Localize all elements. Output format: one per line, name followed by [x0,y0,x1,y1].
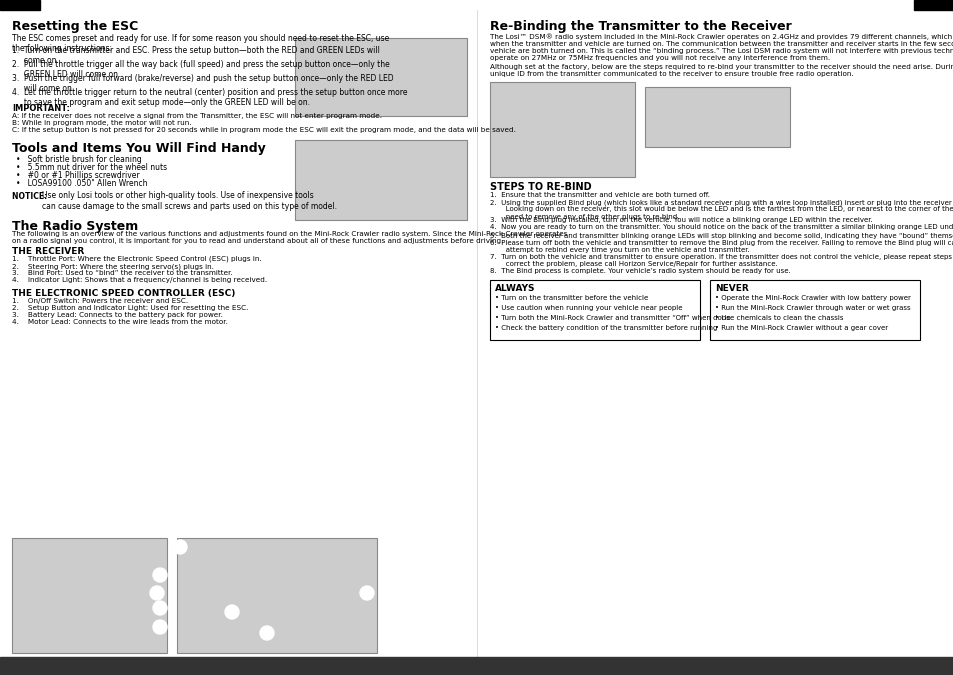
Text: •   Soft bristle brush for cleaning: • Soft bristle brush for cleaning [16,155,142,164]
Text: IMPORTANT:: IMPORTANT: [12,104,70,113]
Text: •   #0 or #1 Phillips screwdriver: • #0 or #1 Phillips screwdriver [16,171,139,180]
Text: THE ELECTRONIC SPEED CONTROLLER (ESC): THE ELECTRONIC SPEED CONTROLLER (ESC) [12,289,235,298]
Text: 3: 3 [177,543,182,552]
Text: EN: EN [926,2,940,11]
Text: THE RECEIVER: THE RECEIVER [12,247,84,256]
Text: The ESC comes preset and ready for use. If for some reason you should need to re: The ESC comes preset and ready for use. … [12,34,389,53]
Circle shape [150,586,164,600]
Text: • Operate the Mini-Rock Crawler with low battery power: • Operate the Mini-Rock Crawler with low… [714,295,910,301]
Text: 2.  Pull the throttle trigger all the way back (full speed) and press the setup : 2. Pull the throttle trigger all the way… [12,60,390,80]
Text: • Use caution when running your vehicle near people: • Use caution when running your vehicle … [495,305,681,311]
Text: The Losi™ DSM® radio system included in the Mini-Rock Crawler operates on 2.4GHz: The Losi™ DSM® radio system included in … [490,33,953,61]
Text: EN: EN [13,2,27,11]
Circle shape [152,620,167,634]
Text: NOTICE:: NOTICE: [12,192,50,201]
Text: 4.    Motor Lead: Connects to the wire leads from the motor.: 4. Motor Lead: Connects to the wire lead… [12,319,228,325]
Bar [0,657,953,675]
Bar [12,538,167,653]
Text: Resetting the ESC: Resetting the ESC [12,20,138,33]
Text: 2.    Setup Button and Indicator Light: Used for resetting the ESC.: 2. Setup Button and Indicator Light: Use… [12,305,248,311]
Bar [294,140,467,220]
Text: LOSI MINI-ROCK CRAWLER • INSTRUCTION MANUAL: LOSI MINI-ROCK CRAWLER • INSTRUCTION MAN… [593,661,834,670]
Text: 4: 4 [229,608,234,617]
Text: STEPS TO RE-BIND: STEPS TO RE-BIND [490,182,591,192]
Text: 4.    Indicator Light: Shows that a frequency/channel is being received.: 4. Indicator Light: Shows that a frequen… [12,277,267,283]
Text: Re-Binding the Transmitter to the Receiver: Re-Binding the Transmitter to the Receiv… [490,20,791,33]
Text: 6.  Please turn off both the vehicle and transmitter to remove the Bind plug fro: 6. Please turn off both the vehicle and … [490,240,953,253]
Text: A: If the receiver does not receive a signal from the Transmitter, the ESC will : A: If the receiver does not receive a si… [12,113,381,119]
Text: 2.    Steering Port: Where the steering servo(s) plugs in.: 2. Steering Port: Where the steering ser… [12,263,213,269]
Circle shape [172,540,187,554]
Circle shape [225,605,239,619]
Text: Tools and Items You Will Find Handy: Tools and Items You Will Find Handy [12,142,266,155]
Text: Use only Losi tools or other high-quality tools. Use of inexpensive tools
can ca: Use only Losi tools or other high-qualit… [42,192,336,211]
Text: 4.  Now you are ready to turn on the transmitter. You should notice on the back : 4. Now you are ready to turn on the tran… [490,224,953,230]
Circle shape [152,601,167,615]
Text: 3.    Battery Lead: Connects to the battery pack for power.: 3. Battery Lead: Connects to the battery… [12,312,223,318]
Bar [490,280,700,340]
Text: • Run the Mini-Rock Crawler without a gear cover: • Run the Mini-Rock Crawler without a ge… [714,325,887,331]
Text: ALWAYS: ALWAYS [495,284,535,293]
Text: 1: 1 [364,589,369,598]
Text: 3.  Push the trigger full forward (brake/reverse) and push the setup button once: 3. Push the trigger full forward (brake/… [12,74,394,93]
Text: 3.  With the Bind plug installed, turn on the vehicle. You will notice a blinkin: 3. With the Bind plug installed, turn on… [490,217,872,223]
Text: 2: 2 [264,629,270,638]
Text: 6: 6 [10,661,16,670]
Text: • Turn both the Mini-Rock Crawler and transmitter “Off” when done: • Turn both the Mini-Rock Crawler and tr… [495,315,730,321]
Bar [913,0,953,10]
Text: 5.  Both the receiver and transmitter blinking orange LEDs will stop blinking an: 5. Both the receiver and transmitter bli… [490,233,953,239]
Bar [0,0,40,10]
Bar [644,87,789,147]
Text: 4: 4 [157,571,162,580]
Text: 1.  Turn on the transmitter and ESC. Press the setup button—both the RED and GRE: 1. Turn on the transmitter and ESC. Pres… [12,46,379,65]
Text: 1: 1 [154,589,159,598]
Circle shape [359,586,374,600]
Text: The following is an overview of the various functions and adjustments found on t: The following is an overview of the vari… [12,231,567,244]
Circle shape [260,626,274,640]
Bar [709,280,919,340]
Text: 1.    On/Off Switch: Powers the receiver and ESC.: 1. On/Off Switch: Powers the receiver an… [12,298,188,304]
Bar [490,82,635,177]
Text: 7.  Turn on both the vehicle and transmitter to ensure operation. If the transmi: 7. Turn on both the vehicle and transmit… [490,254,953,267]
Text: Although set at the factory, below are the steps required to re-bind your transm: Although set at the factory, below are t… [490,64,953,77]
Text: LOSI MINI-ROCK CRAWLER • INSTRUCTION MANUAL: LOSI MINI-ROCK CRAWLER • INSTRUCTION MAN… [116,661,357,670]
Text: •   LOSA99100 .050" Allen Wrench: • LOSA99100 .050" Allen Wrench [16,179,148,188]
Text: • Use chemicals to clean the chassis: • Use chemicals to clean the chassis [714,315,842,321]
Bar [294,38,467,116]
Text: 8.  The Bind process is complete. Your vehicle’s radio system should be ready fo: 8. The Bind process is complete. Your ve… [490,268,790,274]
Text: 1.  Ensure that the transmitter and vehicle are both turned off.: 1. Ensure that the transmitter and vehic… [490,192,709,198]
Text: NEVER: NEVER [714,284,748,293]
Text: C: If the setup button is not pressed for 20 seconds while in program mode the E: C: If the setup button is not pressed fo… [12,127,516,133]
Text: 7: 7 [937,661,943,670]
Text: • Check the battery condition of the transmitter before running: • Check the battery condition of the tra… [495,325,717,331]
Text: The Radio System: The Radio System [12,220,138,233]
Text: 4.  Let the throttle trigger return to the neutral (center) position and press t: 4. Let the throttle trigger return to th… [12,88,407,107]
Text: • Run the Mini-Rock Crawler through water or wet grass: • Run the Mini-Rock Crawler through wate… [714,305,910,311]
Text: 1.    Throttle Port: Where the Electronic Speed Control (ESC) plugs in.: 1. Throttle Port: Where the Electronic S… [12,256,261,263]
Text: 2.  Using the supplied Bind plug (which looks like a standard receiver plug with: 2. Using the supplied Bind plug (which l… [490,199,953,219]
Bar [177,538,376,653]
Text: B: While in program mode, the motor will not run.: B: While in program mode, the motor will… [12,120,192,126]
Text: • Turn on the transmitter before the vehicle: • Turn on the transmitter before the veh… [495,295,648,301]
Circle shape [152,568,167,582]
Text: 3.    Bind Port: Used to “bind” the receiver to the transmitter.: 3. Bind Port: Used to “bind” the receive… [12,270,233,276]
Text: 2: 2 [157,604,162,613]
Text: •   5.5mm nut driver for the wheel nuts: • 5.5mm nut driver for the wheel nuts [16,163,167,172]
Text: 3: 3 [157,623,162,632]
